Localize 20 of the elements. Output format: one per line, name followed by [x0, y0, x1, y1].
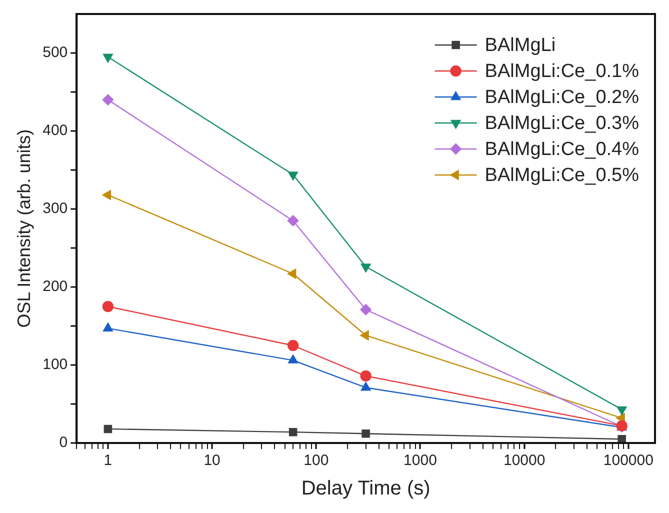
x-tick-label: 10	[204, 452, 220, 470]
legend-label: BAlMgLi:Ce_0.4%	[484, 139, 640, 160]
y-tick-label: 200	[42, 278, 68, 296]
legend-label: BAlMgLi:Ce_0.2%	[484, 87, 640, 108]
x-tick-label: 1	[104, 452, 112, 470]
y-tick-label: 100	[42, 356, 68, 374]
y-axis-title: OSL Intensity (arb. units)	[14, 129, 34, 328]
y-tick-label: 300	[42, 200, 68, 218]
x-tick-label: 100	[304, 452, 329, 470]
x-axis-title: Delay Time (s)	[301, 478, 430, 500]
legend-label: BAlMgLi:Ce_0.5%	[484, 165, 640, 186]
x-tick-label: 100000	[603, 452, 654, 470]
x-tick-label: 1000	[404, 452, 437, 470]
legend-label: BAlMgLi:Ce_0.3%	[484, 113, 640, 134]
legend-label: BAlMgLi:Ce_0.1%	[484, 61, 640, 82]
legend-label: BAlMgLi	[484, 35, 556, 56]
y-tick-label: 0	[59, 434, 68, 452]
y-tick-label: 500	[42, 44, 68, 62]
y-tick-label: 400	[42, 122, 68, 140]
x-tick-label: 10000	[503, 452, 546, 470]
